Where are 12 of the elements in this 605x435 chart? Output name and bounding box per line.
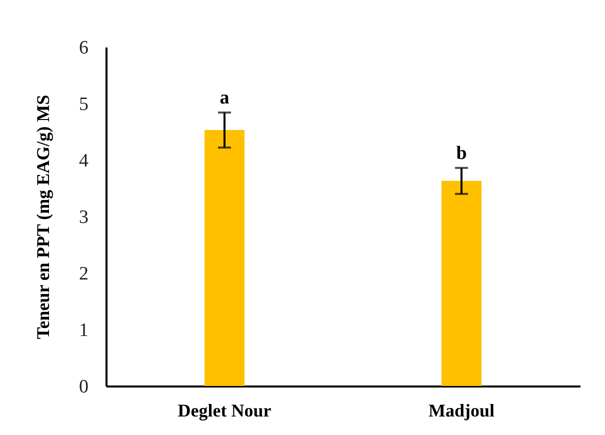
y-tick-label: 6 — [79, 38, 88, 58]
x-tick-label: Deglet Nour — [178, 400, 272, 420]
y-tick-label: 3 — [79, 207, 88, 228]
annotation: b — [456, 142, 467, 164]
y-tick-label: 1 — [79, 320, 88, 341]
y-tick-label: 5 — [79, 94, 88, 115]
y-axis-title: Teneur en PPT (mg EAG/g) MS — [33, 94, 53, 340]
annotation: a — [220, 88, 230, 109]
y-tick-label: 4 — [79, 150, 89, 172]
y-tick-label: 0 — [79, 376, 88, 398]
x-tick-label: Madjoul — [428, 400, 495, 420]
y-tick-label: 2 — [79, 264, 88, 284]
